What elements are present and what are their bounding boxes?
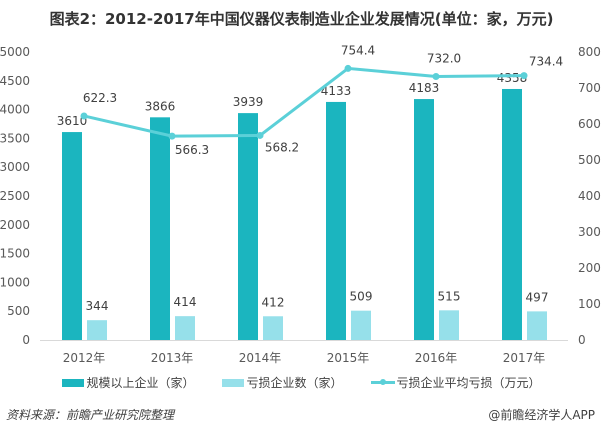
x-axis-tick: 2014年 [239, 351, 282, 365]
legend: 规模以上企业（家） 亏损企业数（家） 亏损企业平均亏损（万元） [0, 374, 603, 391]
right-axis-tick: 700 [578, 81, 601, 95]
legend-item-loss-enterprises: 亏损企业数（家） [222, 374, 343, 391]
right-axis-tick: 800 [578, 45, 601, 59]
bar-enterprises [414, 99, 434, 340]
bar-value-label: 414 [174, 295, 197, 309]
legend-item-average-loss: 亏损企业平均亏损（万元） [370, 374, 541, 391]
bar-enterprises [62, 132, 82, 340]
bar-value-label: 412 [262, 295, 285, 309]
left-axis-tick: 3000 [0, 160, 30, 174]
right-axis-tick: 300 [578, 225, 601, 239]
line-value-label: 734.4 [529, 55, 563, 69]
combo-chart: 0500100015002000250030003500400045005000… [0, 43, 601, 365]
legend-label: 亏损企业数（家） [246, 376, 343, 390]
x-axis-tick: 2015年 [327, 351, 370, 365]
line-value-label: 732.0 [427, 51, 461, 65]
bar-value-label: 344 [86, 299, 109, 313]
bar-value-label: 509 [350, 290, 373, 304]
right-axis-tick: 500 [578, 153, 601, 167]
line-marker-icon [168, 132, 176, 140]
line-value-label: 568.2 [265, 140, 299, 154]
right-axis-tick: 100 [578, 297, 601, 311]
bar-value-label: 4183 [409, 81, 440, 95]
legend-item-enterprises: 规模以上企业（家） [62, 374, 194, 391]
left-axis-tick: 5000 [0, 45, 30, 59]
left-axis-tick: 4500 [0, 74, 30, 88]
left-axis-tick: 3500 [0, 131, 30, 145]
line-marker-icon [520, 72, 528, 80]
bar-loss-enterprises [527, 311, 547, 340]
bar-value-label: 515 [438, 289, 461, 303]
right-axis-tick: 0 [578, 333, 586, 347]
legend-swatch-light-bar-icon [222, 378, 245, 387]
x-axis-tick: 2017年 [503, 351, 546, 365]
right-axis-tick: 200 [578, 261, 601, 275]
left-axis-tick: 1500 [0, 247, 30, 261]
legend-label: 亏损企业平均亏损（万元） [396, 376, 541, 390]
x-axis-tick: 2016年 [415, 351, 458, 365]
left-axis-tick: 0 [22, 333, 30, 347]
bar-loss-enterprises [439, 310, 459, 340]
bar-loss-enterprises [351, 310, 371, 340]
right-axis-tick: 400 [578, 189, 601, 203]
credit-note: @前瞻经济学人APP [488, 408, 595, 422]
left-axis-tick: 2500 [0, 189, 30, 203]
line-value-label: 566.3 [175, 143, 209, 157]
bar-loss-enterprises [263, 316, 283, 340]
bar-value-label: 3866 [145, 99, 176, 113]
legend-swatch-line-marker-icon [370, 379, 395, 385]
legend-swatch-dark-bar-icon [62, 378, 85, 387]
bar-value-label: 3939 [233, 95, 264, 109]
x-axis-tick: 2012年 [63, 351, 106, 365]
bar-value-label: 4133 [321, 84, 352, 98]
source-note: 资料来源：前瞻产业研究院整理 [6, 408, 175, 422]
line-marker-icon [344, 64, 352, 72]
left-axis-tick: 1000 [0, 275, 30, 289]
bar-loss-enterprises [175, 316, 195, 340]
left-axis-tick: 500 [7, 304, 30, 318]
line-value-label: 754.4 [341, 43, 375, 57]
line-marker-icon [256, 131, 264, 139]
line-average-loss [83, 66, 525, 138]
line-value-label: 622.3 [83, 91, 117, 105]
bar-enterprises [150, 117, 170, 341]
bar-value-label: 3610 [57, 114, 88, 128]
left-axis-tick: 2000 [0, 218, 30, 232]
bar-enterprises [326, 101, 346, 340]
right-axis-tick: 600 [578, 117, 601, 131]
bar-enterprises [502, 88, 522, 340]
legend-label: 规模以上企业（家） [86, 376, 195, 390]
bar-loss-enterprises [87, 320, 107, 340]
left-axis-tick: 4000 [0, 103, 30, 117]
bar-enterprises [238, 113, 258, 340]
line-marker-icon [80, 112, 88, 120]
x-axis-tick: 2013年 [151, 351, 194, 365]
chart-title: 图表2：2012-2017年中国仪器仪表制造业企业发展情况(单位：家，万元) [49, 10, 554, 28]
line-marker-icon [432, 72, 440, 80]
bar-value-label: 497 [526, 290, 549, 304]
